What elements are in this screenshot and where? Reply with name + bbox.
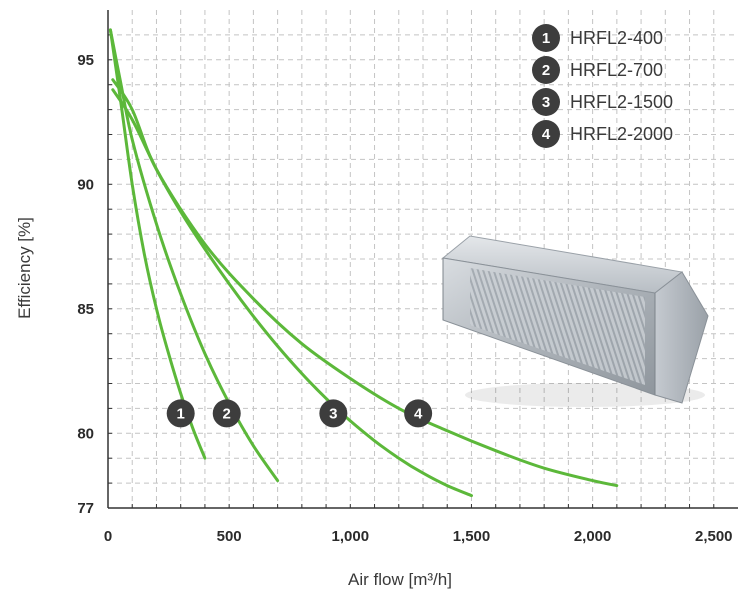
y-tick-label: 95 bbox=[77, 52, 94, 69]
legend-badge-4 bbox=[532, 120, 560, 148]
x-tick-label: 2,500 bbox=[695, 528, 733, 545]
y-tick-label: 90 bbox=[77, 176, 94, 193]
series-badge-number: 3 bbox=[329, 405, 337, 422]
x-tick-label: 500 bbox=[217, 528, 242, 545]
series-badges: 1 2 3 4 bbox=[166, 399, 433, 428]
legend-label: HRFL2-700 bbox=[570, 60, 663, 80]
series-line-2 bbox=[108, 28, 280, 483]
legend-label: HRFL2-1500 bbox=[570, 92, 673, 112]
series-badge-3 bbox=[319, 399, 348, 428]
series-line-4 bbox=[111, 78, 619, 488]
y-tick-label: 77 bbox=[77, 500, 94, 517]
x-tick-label: 2,000 bbox=[574, 528, 612, 545]
tick-labels: 0 500 1,000 1,500 2,000 2,500 77 80 85 90 95 bbox=[77, 52, 732, 545]
legend-label: HRFL2-2000 bbox=[570, 124, 673, 144]
x-tick-label: 1,500 bbox=[453, 528, 491, 545]
grid-lines bbox=[108, 10, 738, 508]
series-badge-1 bbox=[166, 399, 195, 428]
legend-badge-number: 4 bbox=[542, 126, 551, 143]
legend-badge-2 bbox=[532, 56, 560, 84]
heat-exchanger-image bbox=[441, 235, 709, 407]
y-tick-label: 80 bbox=[77, 425, 94, 442]
legend-badge-number: 3 bbox=[542, 94, 550, 111]
series-badge-4 bbox=[404, 399, 433, 428]
x-tick-label: 0 bbox=[104, 528, 112, 545]
y-tick-label: 85 bbox=[77, 301, 94, 318]
legend: 1 HRFL2-400 2 HRFL2-700 3 HRFL2-1500 4 HRFL2-20… bbox=[532, 24, 673, 148]
series-badge-number: 4 bbox=[414, 405, 423, 422]
axes bbox=[107, 10, 738, 509]
legend-badge-number: 2 bbox=[542, 62, 550, 79]
legend-badge-number: 1 bbox=[542, 30, 550, 47]
legend-badge-3 bbox=[532, 88, 560, 116]
x-tick-label: 1,000 bbox=[332, 528, 370, 545]
x-axis-title: Air flow [m³/h] bbox=[348, 570, 452, 589]
legend-label: HRFL2-400 bbox=[570, 28, 663, 48]
series-lines bbox=[108, 28, 619, 498]
series-badge-2 bbox=[212, 399, 241, 428]
series-line-3 bbox=[111, 88, 473, 498]
legend-badge-1 bbox=[532, 24, 560, 52]
y-axis-title: Efficiency [%] bbox=[15, 217, 34, 319]
series-badge-number: 1 bbox=[177, 405, 185, 422]
series-badge-number: 2 bbox=[223, 405, 231, 422]
